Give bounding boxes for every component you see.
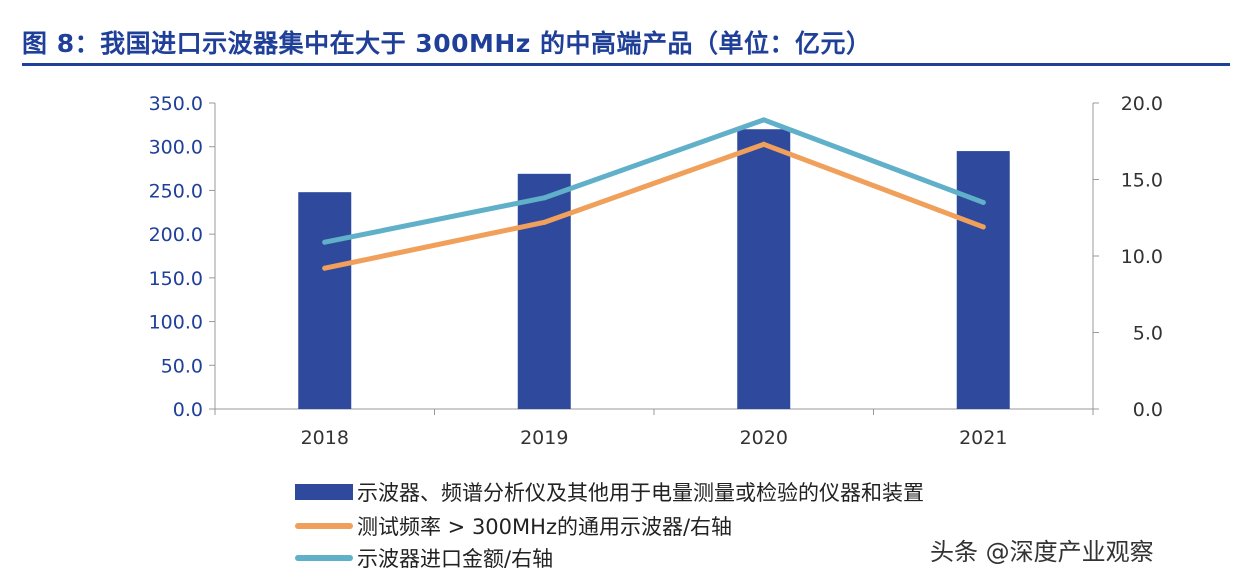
y-right-tick-label: 10.0 (1121, 246, 1163, 268)
legend-label-teal: 示波器进口金额/右轴 (357, 547, 554, 571)
line-point (541, 195, 547, 201)
series-line-2 (322, 117, 986, 245)
y-right-tick-label: 5.0 (1133, 323, 1163, 345)
series-line-1 (322, 141, 986, 271)
y-right-tick-label: 0.0 (1133, 399, 1163, 421)
x-tick-label: 2020 (740, 427, 788, 449)
y-left-tick-label: 300.0 (149, 137, 203, 159)
y-left-tick-label: 350.0 (149, 93, 203, 115)
y-left-tick-label: 50.0 (161, 355, 203, 377)
y-left-tick-label: 100.0 (149, 312, 203, 334)
y-right-tick-label: 15.0 (1121, 170, 1163, 192)
line-point (322, 239, 328, 245)
y-left-tick-label: 250.0 (149, 180, 203, 202)
y-left-tick-label: 200.0 (149, 224, 203, 246)
title-divider (22, 63, 1230, 66)
y-left-tick-label: 0.0 (173, 399, 203, 421)
line-point (761, 141, 767, 147)
legend-label-bar: 示波器、频谱分析仪及其他用于电量测量或检验的仪器和装置 (357, 481, 924, 505)
bar (517, 173, 571, 409)
y-right-tick-label: 20.0 (1121, 93, 1163, 115)
bar (956, 151, 1010, 410)
figure-title: 图 8：我国进口示波器集中在大于 300MHz 的中高端产品（单位：亿元） (22, 29, 872, 58)
watermark: 头条 @深度产业观察 (930, 538, 1154, 566)
y-left-tick-label: 150.0 (149, 268, 203, 290)
line-point (541, 219, 547, 225)
legend-swatch-teal (295, 555, 353, 561)
x-tick-label: 2018 (301, 427, 349, 449)
line-point (761, 117, 767, 123)
line-point (980, 199, 986, 205)
line-point (322, 265, 328, 271)
bar (737, 129, 791, 409)
line-point (980, 224, 986, 230)
chart: 0.0 50.0 100.0 150.0 200.0 250.0 300.0 350.0 0.0… (149, 93, 1163, 449)
legend-swatch-orange (295, 523, 353, 529)
x-tick-label: 2019 (520, 427, 568, 449)
legend-swatch-bar (295, 484, 353, 500)
bar (298, 192, 352, 409)
legend-label-orange: 测试频率 > 300MHz的通用示波器/右轴 (357, 515, 733, 539)
x-tick-label: 2021 (959, 427, 1007, 449)
